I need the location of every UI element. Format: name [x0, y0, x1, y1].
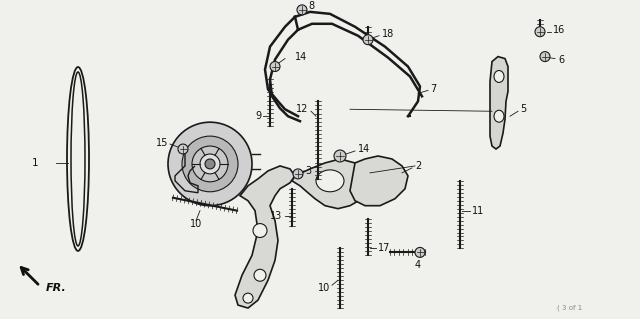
Circle shape [192, 146, 228, 182]
Ellipse shape [494, 70, 504, 82]
Ellipse shape [254, 269, 266, 281]
Text: 15: 15 [156, 138, 168, 148]
Polygon shape [490, 56, 508, 149]
Circle shape [363, 35, 373, 45]
Circle shape [178, 144, 188, 154]
Circle shape [540, 52, 550, 62]
Polygon shape [292, 159, 368, 209]
Text: 1: 1 [31, 158, 38, 168]
Text: 11: 11 [472, 206, 484, 216]
Circle shape [205, 159, 215, 169]
Circle shape [297, 5, 307, 15]
Ellipse shape [494, 110, 504, 122]
Text: 14: 14 [295, 52, 307, 62]
Text: 12: 12 [296, 104, 308, 114]
Text: 3: 3 [305, 166, 311, 176]
Text: 9: 9 [256, 111, 262, 121]
Ellipse shape [316, 170, 344, 192]
Text: 6: 6 [558, 55, 564, 64]
Ellipse shape [253, 224, 267, 237]
Text: ( 3 of 1: ( 3 of 1 [557, 305, 582, 311]
Circle shape [535, 27, 545, 37]
Text: 5: 5 [520, 104, 526, 114]
Text: 13: 13 [269, 211, 282, 221]
Text: 2: 2 [415, 161, 421, 171]
Text: 4: 4 [415, 260, 421, 270]
Text: FR.: FR. [46, 283, 67, 293]
Circle shape [334, 150, 346, 162]
Circle shape [168, 122, 252, 206]
Text: 10: 10 [317, 283, 330, 293]
Text: 10: 10 [190, 219, 202, 229]
Circle shape [270, 62, 280, 71]
Text: 7: 7 [430, 85, 436, 94]
Text: 17: 17 [378, 243, 390, 253]
Text: 18: 18 [382, 29, 394, 39]
Circle shape [293, 169, 303, 179]
Text: 16: 16 [553, 25, 565, 35]
Text: 14: 14 [358, 144, 371, 154]
Circle shape [200, 154, 220, 174]
Ellipse shape [243, 293, 253, 303]
Text: 8: 8 [308, 1, 314, 11]
Polygon shape [350, 156, 408, 206]
Circle shape [415, 248, 425, 257]
Circle shape [182, 136, 238, 192]
Polygon shape [235, 166, 295, 308]
